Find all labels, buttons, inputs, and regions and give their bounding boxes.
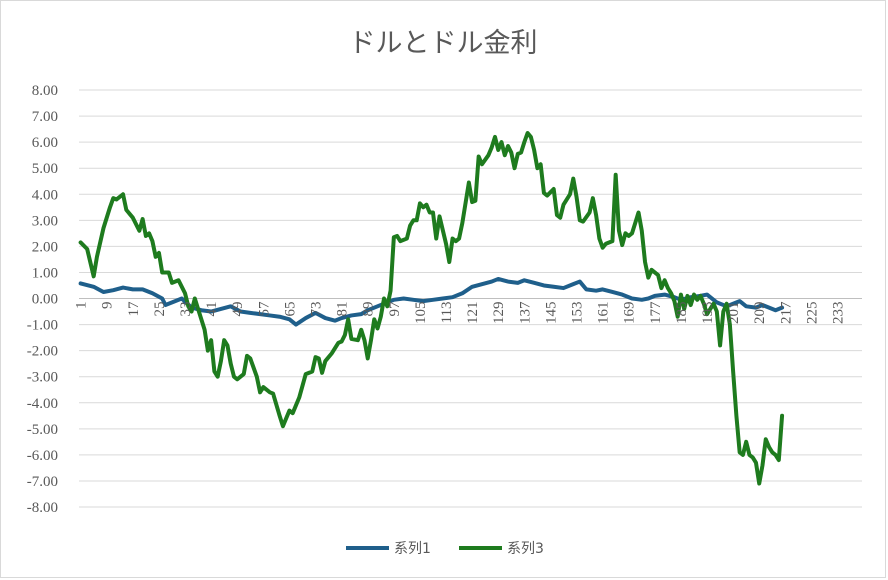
x-tick-label: 97 [387, 301, 403, 317]
legend-label: 系列1 [394, 541, 431, 557]
y-tick-label: -7.00 [27, 474, 58, 490]
x-tick-label: 57 [256, 301, 272, 317]
x-tick-label: 217 [778, 301, 794, 324]
x-tick-label: 177 [648, 301, 664, 324]
x-tick-label: 73 [309, 302, 325, 317]
x-tick-label: 49 [230, 302, 246, 317]
x-tick-label: 17 [126, 301, 142, 317]
x-tick-label: 137 [517, 301, 533, 324]
x-tick-label: 153 [570, 302, 586, 325]
x-axis-ticks: 1 9 17 25 33 41 49 57 65 73 81 89 97 105 113 121 129 137 1… [74, 301, 847, 324]
x-tick-label: 33 [178, 302, 194, 317]
y-tick-label: -5.00 [27, 422, 58, 438]
series-line-2 [78, 131, 785, 486]
legend-label: 系列3 [507, 541, 544, 557]
x-tick-label: 89 [361, 302, 377, 317]
y-tick-label: -1.00 [27, 318, 58, 334]
y-tick-label: 4.00 [32, 187, 58, 203]
chart-title: ドルとドル金利 [349, 28, 538, 59]
x-tick-label: 225 [804, 302, 820, 325]
x-tick-label: 201 [726, 302, 742, 325]
y-tick-label: -8.00 [27, 500, 58, 516]
y-tick-label: 6.00 [32, 135, 58, 151]
y-tick-label: -2.00 [27, 344, 58, 360]
x-tick-label: 161 [596, 302, 612, 325]
series-lines [78, 131, 785, 486]
y-tick-label: 8.00 [32, 83, 58, 99]
x-tick-label: 9 [100, 302, 116, 310]
x-tick-label: 233 [831, 302, 847, 325]
y-tick-label: -3.00 [27, 370, 58, 386]
x-tick-label: 1 [74, 302, 90, 310]
legend-item-2: 系列3 [459, 541, 544, 557]
y-axis-ticks: 8.00 7.00 6.00 5.00 4.00 3.00 2.00 1.00 0.00 -1.0… [27, 83, 58, 516]
y-tick-label: 1.00 [32, 265, 58, 281]
x-tick-label: 25 [152, 302, 168, 317]
x-tick-label: 41 [204, 302, 220, 317]
y-tick-label: -6.00 [27, 448, 58, 464]
x-tick-label: 105 [413, 302, 429, 325]
legend-item-1: 系列1 [346, 541, 431, 557]
x-tick-label: 145 [543, 302, 559, 325]
y-tick-label: 0.00 [32, 292, 58, 308]
x-tick-label: 129 [491, 302, 507, 325]
x-tick-label: 65 [282, 302, 298, 317]
x-tick-label: 193 [700, 302, 716, 325]
x-tick-label: 185 [674, 302, 690, 325]
y-tick-label: 7.00 [32, 109, 58, 125]
y-tick-label: -4.00 [27, 396, 58, 412]
x-tick-label: 113 [439, 302, 455, 324]
x-tick-label: 81 [335, 302, 351, 317]
y-tick-label: 5.00 [32, 161, 58, 177]
x-tick-label: 121 [465, 302, 481, 325]
x-tick-label: 209 [752, 302, 768, 325]
x-tick-label: 169 [622, 302, 638, 325]
y-tick-label: 2.00 [32, 239, 58, 255]
legend: 系列1 系列3 [346, 541, 544, 557]
y-tick-label: 3.00 [32, 213, 58, 229]
